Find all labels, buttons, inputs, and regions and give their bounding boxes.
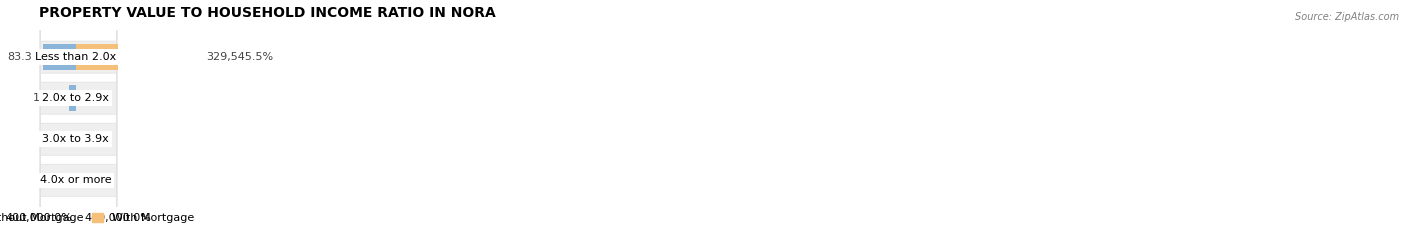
Text: 16.7%: 16.7% xyxy=(34,93,69,103)
FancyBboxPatch shape xyxy=(39,0,118,234)
Text: PROPERTY VALUE TO HOUSEHOLD INCOME RATIO IN NORA: PROPERTY VALUE TO HOUSEHOLD INCOME RATIO… xyxy=(39,6,496,20)
Text: 0.0%: 0.0% xyxy=(76,134,104,144)
Text: 0.0%: 0.0% xyxy=(46,175,75,185)
Text: Source: ZipAtlas.com: Source: ZipAtlas.com xyxy=(1295,12,1399,22)
FancyBboxPatch shape xyxy=(39,0,118,234)
FancyBboxPatch shape xyxy=(39,0,118,234)
Text: Less than 2.0x: Less than 2.0x xyxy=(35,52,117,62)
FancyBboxPatch shape xyxy=(39,0,118,234)
Text: 95.5%: 95.5% xyxy=(76,93,111,103)
Text: 2.0x to 2.9x: 2.0x to 2.9x xyxy=(42,93,110,103)
Text: 3.0x to 3.9x: 3.0x to 3.9x xyxy=(42,134,108,144)
Text: 83.3%: 83.3% xyxy=(7,52,42,62)
Text: 0.0%: 0.0% xyxy=(46,134,75,144)
Text: 0.0%: 0.0% xyxy=(76,175,104,185)
Bar xyxy=(42,44,76,70)
Bar xyxy=(69,85,76,111)
Legend: Without Mortgage, With Mortgage: Without Mortgage, With Mortgage xyxy=(0,208,198,228)
Text: 4.0x or more: 4.0x or more xyxy=(39,175,111,185)
Bar xyxy=(76,44,205,70)
Text: 329,545.5%: 329,545.5% xyxy=(207,52,274,62)
